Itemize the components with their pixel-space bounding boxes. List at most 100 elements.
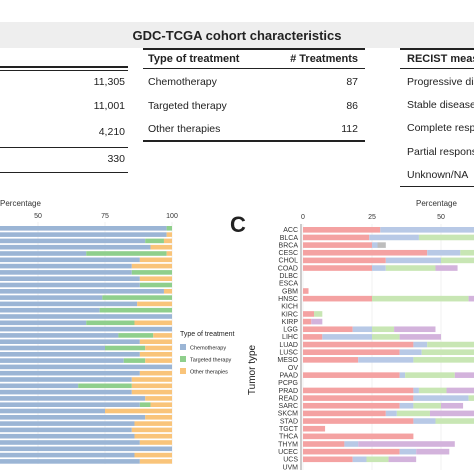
cohort-title: GDC-TCGA cohort characteristics bbox=[132, 28, 342, 43]
stacked-bar-segment bbox=[385, 265, 436, 271]
stacked-bar-segment bbox=[0, 396, 146, 401]
stacked-bar-segment bbox=[0, 452, 135, 458]
stacked-bar-segment bbox=[105, 345, 146, 351]
x-tick-label: 25 bbox=[368, 214, 376, 221]
left-table-value: 4,210 bbox=[98, 126, 125, 138]
legend-swatch bbox=[180, 368, 186, 374]
stacked-bar-segment bbox=[413, 418, 436, 424]
tumor-type-label: BLCA bbox=[280, 235, 299, 242]
stacked-bar-segment bbox=[358, 441, 455, 447]
stacked-bar-segment bbox=[105, 408, 172, 414]
stacked-bar-segment bbox=[399, 372, 406, 378]
stacked-bar-segment bbox=[131, 270, 172, 275]
tumor-type-label: LIHC bbox=[282, 334, 298, 341]
recist-row: Partial response bbox=[407, 146, 474, 158]
tumor-type-label: THCA bbox=[279, 434, 298, 441]
x-axis-title: Percentage bbox=[416, 199, 457, 208]
treatment-type-header: Type of treatment bbox=[148, 53, 240, 65]
treatment-table-bottom-rule bbox=[143, 140, 365, 142]
x-tick-label: 75 bbox=[101, 213, 109, 220]
stacked-bar-segment bbox=[413, 387, 419, 394]
stacked-bar-segment bbox=[0, 289, 164, 294]
stacked-bar-segment bbox=[0, 244, 151, 250]
stacked-bar-segment bbox=[134, 452, 172, 458]
treatment-count-header: # Treatments bbox=[290, 53, 358, 65]
stacked-bar-segment bbox=[145, 415, 172, 420]
stacked-bar-segment bbox=[0, 257, 140, 263]
stacked-bar-segment bbox=[0, 238, 146, 244]
stacked-bar-segment bbox=[303, 372, 400, 378]
stacked-bar-segment bbox=[86, 251, 167, 256]
treatment-type-cell: Other therapies bbox=[148, 123, 221, 135]
tumor-type-label: LUAD bbox=[279, 342, 298, 349]
stacked-bar-segment bbox=[314, 311, 323, 317]
stacked-bar-segment bbox=[131, 427, 172, 433]
stacked-bar-segment bbox=[427, 341, 474, 348]
stacked-bar-segment bbox=[0, 307, 100, 313]
stacked-bar-segment bbox=[303, 433, 414, 440]
tumor-type-label: KIRP bbox=[282, 319, 299, 326]
tumor-type-label: THYM bbox=[278, 441, 298, 448]
stacked-bar-segment bbox=[435, 265, 458, 271]
stacked-bar-segment bbox=[131, 263, 172, 269]
stacked-bar-segment bbox=[0, 415, 146, 420]
stacked-bar-segment bbox=[0, 270, 132, 275]
legend-swatch bbox=[180, 344, 186, 350]
left-table-separator bbox=[0, 147, 128, 148]
stacked-bar-segment bbox=[303, 311, 315, 317]
stacked-bar-segment bbox=[460, 249, 474, 256]
stacked-bar-segment bbox=[427, 249, 461, 256]
title-banner bbox=[0, 22, 474, 48]
stacked-bar-segment bbox=[441, 402, 464, 409]
stacked-bar-segment bbox=[358, 357, 414, 363]
stacked-bar-segment bbox=[303, 387, 414, 394]
treatment-count-cell: 87 bbox=[346, 76, 358, 88]
stacked-bar-segment bbox=[303, 288, 309, 294]
recist-row: Progressive disa bbox=[407, 76, 474, 88]
stacked-bar-segment bbox=[0, 389, 132, 395]
panel-c-letter: C bbox=[230, 212, 246, 237]
legend-label: Targeted therapy bbox=[190, 358, 232, 364]
x-tick-label: 100 bbox=[166, 213, 178, 220]
stacked-bar-segment bbox=[0, 301, 138, 307]
stacked-bar-segment bbox=[150, 244, 172, 250]
tumor-type-label: UCS bbox=[283, 457, 298, 464]
recist-row: Complete respo bbox=[407, 122, 474, 134]
stacked-bar-segment bbox=[303, 448, 400, 455]
stacked-bar-segment bbox=[303, 326, 353, 333]
stacked-bar-segment bbox=[0, 383, 79, 389]
tumor-type-label: TGCT bbox=[279, 426, 299, 433]
stacked-bar-segment bbox=[145, 238, 164, 244]
stacked-bar-segment bbox=[0, 352, 140, 357]
treatment-count-cell: 86 bbox=[346, 100, 358, 112]
tumor-type-label: OV bbox=[288, 365, 298, 372]
stacked-bar-segment bbox=[131, 383, 172, 389]
stacked-bar-segment bbox=[166, 226, 172, 231]
stacked-bar-segment bbox=[0, 251, 87, 256]
stacked-bar-segment bbox=[139, 276, 172, 281]
stacked-bar-segment bbox=[372, 265, 386, 271]
left-table-value: 11,001 bbox=[93, 100, 125, 112]
legend-swatch bbox=[180, 356, 186, 362]
stacked-bar-segment bbox=[131, 377, 172, 382]
left-table-value: 11,305 bbox=[93, 76, 125, 88]
stacked-bar-segment bbox=[303, 410, 386, 417]
recist-row: Unknown/NA bbox=[407, 169, 469, 181]
stacked-bar-segment bbox=[0, 339, 140, 344]
treatment-type-cell: Targeted therapy bbox=[148, 100, 227, 112]
tumor-type-label: LGG bbox=[283, 327, 298, 334]
stacked-bar-segment bbox=[413, 395, 469, 401]
tumor-type-label: ESCA bbox=[279, 281, 298, 288]
stacked-bar-segment bbox=[0, 263, 132, 269]
stacked-bar-segment bbox=[303, 227, 381, 233]
stacked-bar-segment bbox=[446, 387, 474, 394]
stacked-bar-segment bbox=[145, 345, 172, 351]
stacked-bar-segment bbox=[344, 441, 359, 447]
stacked-bar-segment bbox=[137, 301, 172, 307]
stacked-bar-segment bbox=[380, 227, 474, 233]
tumor-type-label: SKCM bbox=[278, 411, 298, 418]
stacked-bar-segment bbox=[413, 357, 474, 363]
stacked-bar-segment bbox=[0, 433, 135, 439]
stacked-bar-segment bbox=[134, 320, 172, 326]
stacked-bar-segment bbox=[102, 295, 172, 300]
